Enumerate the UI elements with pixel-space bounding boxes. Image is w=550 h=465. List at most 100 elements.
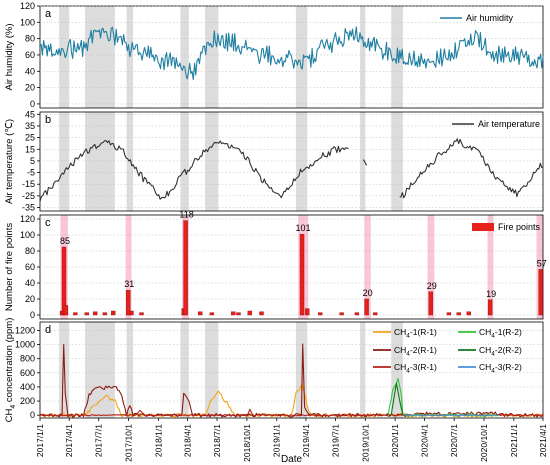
fire-bar xyxy=(102,312,108,316)
fire-bar xyxy=(428,291,433,316)
legend-label: CH4-1(R-1) xyxy=(394,327,437,340)
bar-data-label: 118 xyxy=(179,210,193,220)
shaded-period xyxy=(391,112,403,211)
fire-bar xyxy=(373,312,378,316)
fire-bar xyxy=(111,310,116,316)
legend-label: Fire points xyxy=(498,222,541,232)
x-tick-label: 2018/10/1 xyxy=(242,424,252,462)
x-tick-label: 2021/1/1 xyxy=(509,424,519,457)
y-tick-label: 60 xyxy=(25,262,35,272)
x-tick-label: 2018/7/1 xyxy=(212,424,222,457)
shaded-period xyxy=(85,322,115,418)
panel-letter: b xyxy=(45,114,51,126)
fire-bar xyxy=(259,311,264,316)
x-tick-label: 2020/7/1 xyxy=(449,424,459,457)
fire-bar xyxy=(209,312,215,316)
legend-label: Air humidity xyxy=(466,13,514,23)
panel-letter: a xyxy=(45,8,52,20)
series-line xyxy=(39,26,544,81)
y-tick-label: 800 xyxy=(20,354,35,364)
y-tick-label: 100 xyxy=(20,17,35,27)
fire-bar xyxy=(487,299,493,316)
legend-label: CH4-3(R-1) xyxy=(394,362,437,375)
legend-label: CH4-2(R-1) xyxy=(394,345,437,358)
y-tick-label: 20 xyxy=(25,83,35,93)
x-tick-label: 2017/10/1 xyxy=(124,424,134,462)
y-tick-label: 1200 xyxy=(15,325,35,335)
shaded-period xyxy=(85,6,115,108)
fire-bar xyxy=(198,311,203,316)
panel-c: 0 20 40 60 80 100 120 c Number of fire points 85 3… xyxy=(4,210,547,320)
fire-bar xyxy=(73,312,78,316)
y-tick-label: 200 xyxy=(20,396,35,406)
shaded-period xyxy=(85,112,115,211)
fire-bar xyxy=(318,312,323,316)
bar-data-label: 85 xyxy=(60,236,70,246)
shaded-period xyxy=(180,112,189,211)
bar-data-label: 31 xyxy=(124,279,134,289)
y-tick-label: 35 xyxy=(25,121,35,131)
shaded-period xyxy=(126,112,134,211)
fire-highlight xyxy=(536,215,543,319)
fire-bar xyxy=(129,310,134,316)
y-tick-label: 0 xyxy=(30,99,35,109)
y-tick-label: 20 xyxy=(25,294,35,304)
y-tick-label: -25 xyxy=(22,191,35,201)
fire-bar xyxy=(139,312,144,316)
y-axis-label: Number of fire points xyxy=(4,223,15,311)
bar-data-label: 29 xyxy=(427,281,437,291)
bar-data-label: 20 xyxy=(363,288,373,298)
y-axis-label: CH4 concentration (ppm) xyxy=(4,318,17,423)
fire-highlight xyxy=(487,215,494,319)
x-tick-label: 2019/1/1 xyxy=(272,424,282,457)
shaded-period xyxy=(360,112,366,211)
x-tick-label: 2021/4/1 xyxy=(538,424,548,457)
fire-bar xyxy=(126,290,131,316)
y-tick-label: 400 xyxy=(20,382,35,392)
y-tick-label: 120 xyxy=(20,214,35,224)
y-tick-label: 15 xyxy=(25,144,35,154)
shaded-period xyxy=(59,6,70,108)
fire-bar xyxy=(183,220,188,316)
series-line xyxy=(39,343,544,418)
y-tick-label: 0 xyxy=(30,410,35,420)
bar-data-label: 19 xyxy=(486,289,496,299)
x-axis-label: Date xyxy=(281,454,303,465)
x-tick-label: 2017/4/1 xyxy=(64,424,74,457)
plot-frame xyxy=(39,111,544,212)
fire-bar xyxy=(231,311,236,316)
shaded-period xyxy=(205,112,219,211)
series-line xyxy=(39,138,544,202)
fire-bar xyxy=(446,312,452,316)
y-tick-label: 40 xyxy=(25,278,35,288)
y-tick-label: 100 xyxy=(20,230,35,240)
y-tick-label: 5 xyxy=(30,156,35,166)
fire-bar xyxy=(538,269,543,316)
fire-highlight xyxy=(427,215,435,319)
shaded-period xyxy=(360,322,366,418)
legend-label: Air temperature xyxy=(478,119,540,129)
panel-letter: c xyxy=(45,217,51,229)
x-tick-label: 2019/10/1 xyxy=(360,424,370,462)
panel-d: 0 200 400 600 800 1000 1200 d CH4 concentration … xyxy=(4,318,544,423)
shaded-period xyxy=(360,6,366,108)
x-tick-label: 2020/10/1 xyxy=(479,424,489,462)
y-tick-label: -15 xyxy=(22,179,35,189)
bar-data-label: 101 xyxy=(296,223,311,233)
y-tick-label: 600 xyxy=(20,368,35,378)
fire-bar xyxy=(354,312,360,316)
shaded-period xyxy=(391,322,403,418)
x-tick-label: 2017/7/1 xyxy=(94,424,104,457)
bar-data-label: 57 xyxy=(537,258,547,268)
y-tick-label: 80 xyxy=(25,34,35,44)
shaded-period xyxy=(295,322,308,418)
legend-swatch xyxy=(472,223,494,231)
shaded-period xyxy=(180,6,189,108)
legend-label: CH4-3(R-2) xyxy=(479,362,522,375)
shared-x-axis: 2017/1/1 2017/4/1 2017/7/1 2017/10/1 2018/1/… xyxy=(35,418,548,465)
fire-bar xyxy=(466,311,471,316)
y-tick-label: 120 xyxy=(20,1,35,11)
x-tick-label: 2017/1/1 xyxy=(35,424,45,457)
